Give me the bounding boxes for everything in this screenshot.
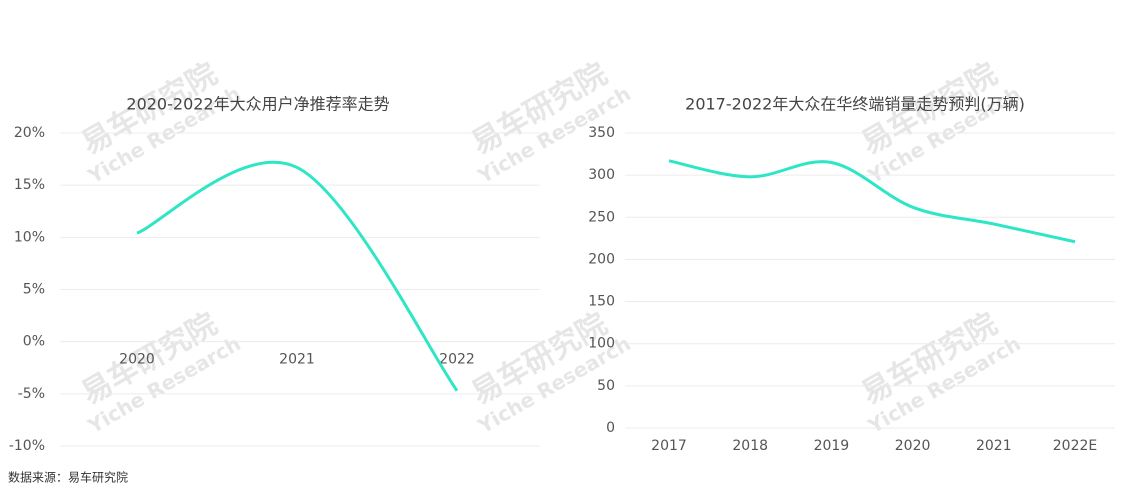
y-tick-label: -10% xyxy=(9,438,45,454)
y-tick-label: 10% xyxy=(14,229,45,245)
x-tick-label: 2017 xyxy=(651,438,687,454)
data-line xyxy=(668,159,1076,244)
y-tick-label: 0 xyxy=(606,420,615,436)
y-tick-label: 0% xyxy=(23,334,45,350)
y-tick-label: 250 xyxy=(588,209,615,225)
y-tick-label: 200 xyxy=(588,251,615,267)
x-tick-label: 2020 xyxy=(895,438,931,454)
x-tick-label: 2020 xyxy=(119,352,155,368)
y-tick-label: 350 xyxy=(588,125,615,141)
chart-title: 2020-2022年大众用户净推荐率走势 xyxy=(126,95,389,114)
x-tick-label: 2022E xyxy=(1053,438,1097,454)
y-tick-label: -5% xyxy=(18,386,45,402)
source-note: 数据来源：易车研究院 xyxy=(8,470,128,485)
y-tick-label: 50 xyxy=(597,378,615,394)
y-tick-label: 150 xyxy=(588,294,615,310)
y-tick-label: 15% xyxy=(14,177,45,193)
x-tick-label: 2021 xyxy=(279,352,315,368)
y-tick-label: 100 xyxy=(588,336,615,352)
y-tick-label: 300 xyxy=(588,167,615,183)
x-tick-label: 2019 xyxy=(814,438,850,454)
y-tick-label: 20% xyxy=(14,125,45,141)
x-tick-label: 2021 xyxy=(976,438,1012,454)
y-tick-label: 5% xyxy=(23,282,45,298)
data-line xyxy=(136,160,459,392)
chart-title: 2017-2022年大众在华终端销量走势预判(万辆) xyxy=(685,95,1025,114)
x-tick-label: 2022 xyxy=(439,352,475,368)
x-tick-label: 2018 xyxy=(732,438,768,454)
